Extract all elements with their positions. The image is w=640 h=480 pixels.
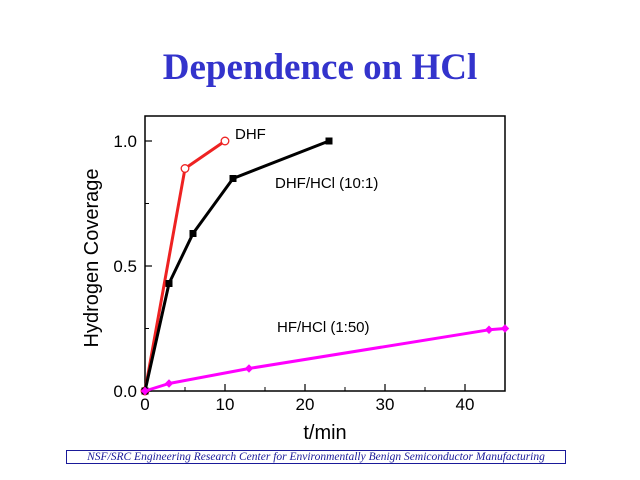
y-tick-label: 1.0: [113, 132, 137, 151]
footer-caption: NSF/SRC Engineering Research Center for …: [66, 450, 566, 464]
data-point: [500, 324, 510, 333]
data-point: [180, 164, 190, 173]
annotation-dhf: DHF: [235, 126, 266, 143]
annotation-hf-hcl: HF/HCl (1:50): [277, 319, 370, 336]
series-2: [140, 324, 510, 396]
data-point: [140, 386, 150, 396]
data-point: [164, 379, 174, 388]
data-point: [229, 175, 237, 182]
data-point: [220, 136, 230, 146]
y-tick-label: 0.5: [113, 257, 137, 276]
series-line: [143, 139, 226, 392]
x-tick-label: 10: [216, 395, 235, 414]
x-tick-label: 30: [376, 395, 395, 414]
y-tick-label: 0.0: [113, 382, 137, 401]
annotation-dhf-hcl: DHF/HCl (10:1): [275, 175, 378, 192]
data-point: [325, 137, 333, 145]
series-line: [144, 327, 506, 393]
x-tick-label: 0: [140, 395, 149, 414]
x-tick-label: 40: [456, 395, 475, 414]
data-point: [189, 230, 197, 237]
y-axis: 0.0 0.5 1.0: [113, 132, 152, 401]
x-axis-title: t/min: [303, 422, 346, 444]
series-layer: [140, 136, 510, 396]
slide-title: Dependence on HCl: [162, 47, 478, 88]
data-point: [244, 364, 254, 373]
series-0: [140, 136, 230, 396]
data-point: [165, 280, 173, 287]
x-axis: 0 10 20 30 40: [140, 384, 474, 414]
plot-frame: [144, 115, 506, 392]
y-axis-title: Hydrogen Coverage: [81, 169, 103, 348]
x-tick-label: 20: [296, 395, 315, 414]
data-point: [484, 325, 494, 334]
